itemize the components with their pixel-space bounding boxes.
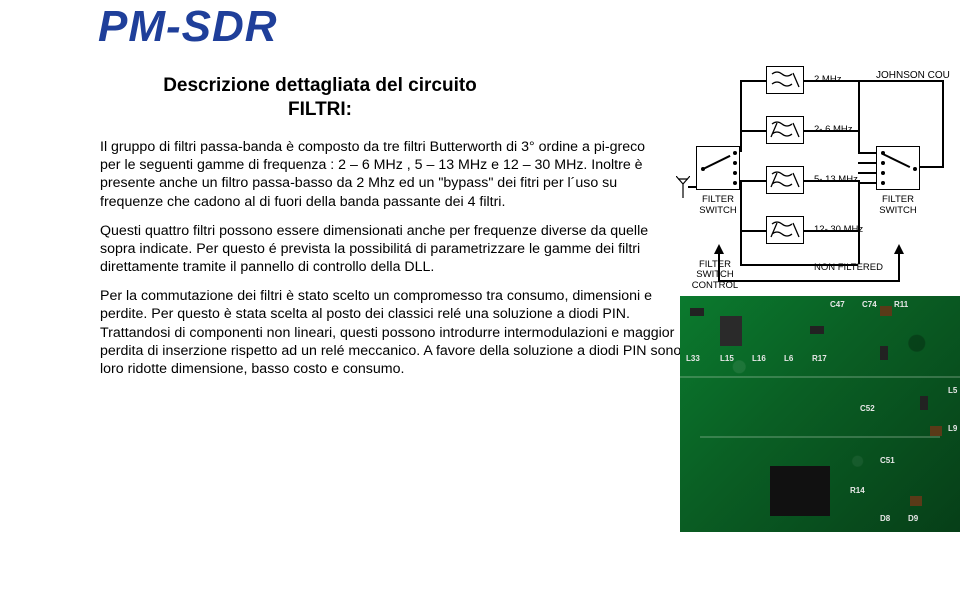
silk-l5: L5 [948, 386, 957, 395]
switch-label-left: FILTER SWITCH [692, 194, 744, 216]
silk-c51: C51 [880, 456, 895, 465]
silk-c52: C52 [860, 404, 875, 413]
subtitle-block: Descrizione dettagliata del circuito FIL… [130, 74, 510, 122]
filter-label-nonfiltered: NON FILTERED [814, 262, 883, 273]
filter-lowpass-2mhz [766, 66, 804, 94]
body-text: Il gruppo di filtri passa-banda è compos… [100, 138, 665, 389]
silk-r17: R17 [812, 354, 827, 363]
silk-l6: L6 [784, 354, 793, 363]
filter-bandpass-2-6mhz [766, 116, 804, 144]
paragraph-2: Questi quattro filtri possono essere dim… [100, 222, 665, 277]
paragraph-3: Per la commutazione dei filtri è stato s… [100, 287, 700, 378]
switch-label-right: FILTER SWITCH [870, 194, 926, 216]
silk-r11: R11 [894, 300, 908, 309]
silk-c74: C74 [862, 300, 877, 309]
subtitle-line-2: FILTRI: [130, 98, 510, 122]
filter-bandpass-5-13mhz [766, 166, 804, 194]
subtitle-line-1: Descrizione dettagliata del circuito [130, 74, 510, 98]
silk-d9: D9 [908, 514, 918, 523]
silk-l15: L15 [720, 354, 734, 363]
filter-switch-left [696, 146, 740, 190]
page-title: PM-SDR [98, 2, 278, 52]
filter-block-diagram: FILTER SWITCH 2 MHz 2- 6 MHz 5- 13 MHz 1… [684, 66, 960, 292]
silk-r14: R14 [850, 486, 865, 495]
pcb-photo: L33 L15 L16 L6 R17 C47 C74 R11 C52 L9 C5… [680, 296, 960, 532]
output-label: JOHNSON COU [876, 70, 950, 81]
filter-switch-right [876, 146, 920, 190]
silk-d8: D8 [880, 514, 890, 523]
paragraph-1: Il gruppo di filtri passa-banda è compos… [100, 138, 665, 211]
switch-control-label: FILTER SWITCH CONTROL [684, 260, 746, 291]
filter-bandpass-12-30mhz [766, 216, 804, 244]
silk-c47: C47 [830, 300, 845, 309]
silk-l33: L33 [686, 354, 700, 363]
silk-l16: L16 [752, 354, 766, 363]
silk-l9: L9 [948, 424, 957, 433]
